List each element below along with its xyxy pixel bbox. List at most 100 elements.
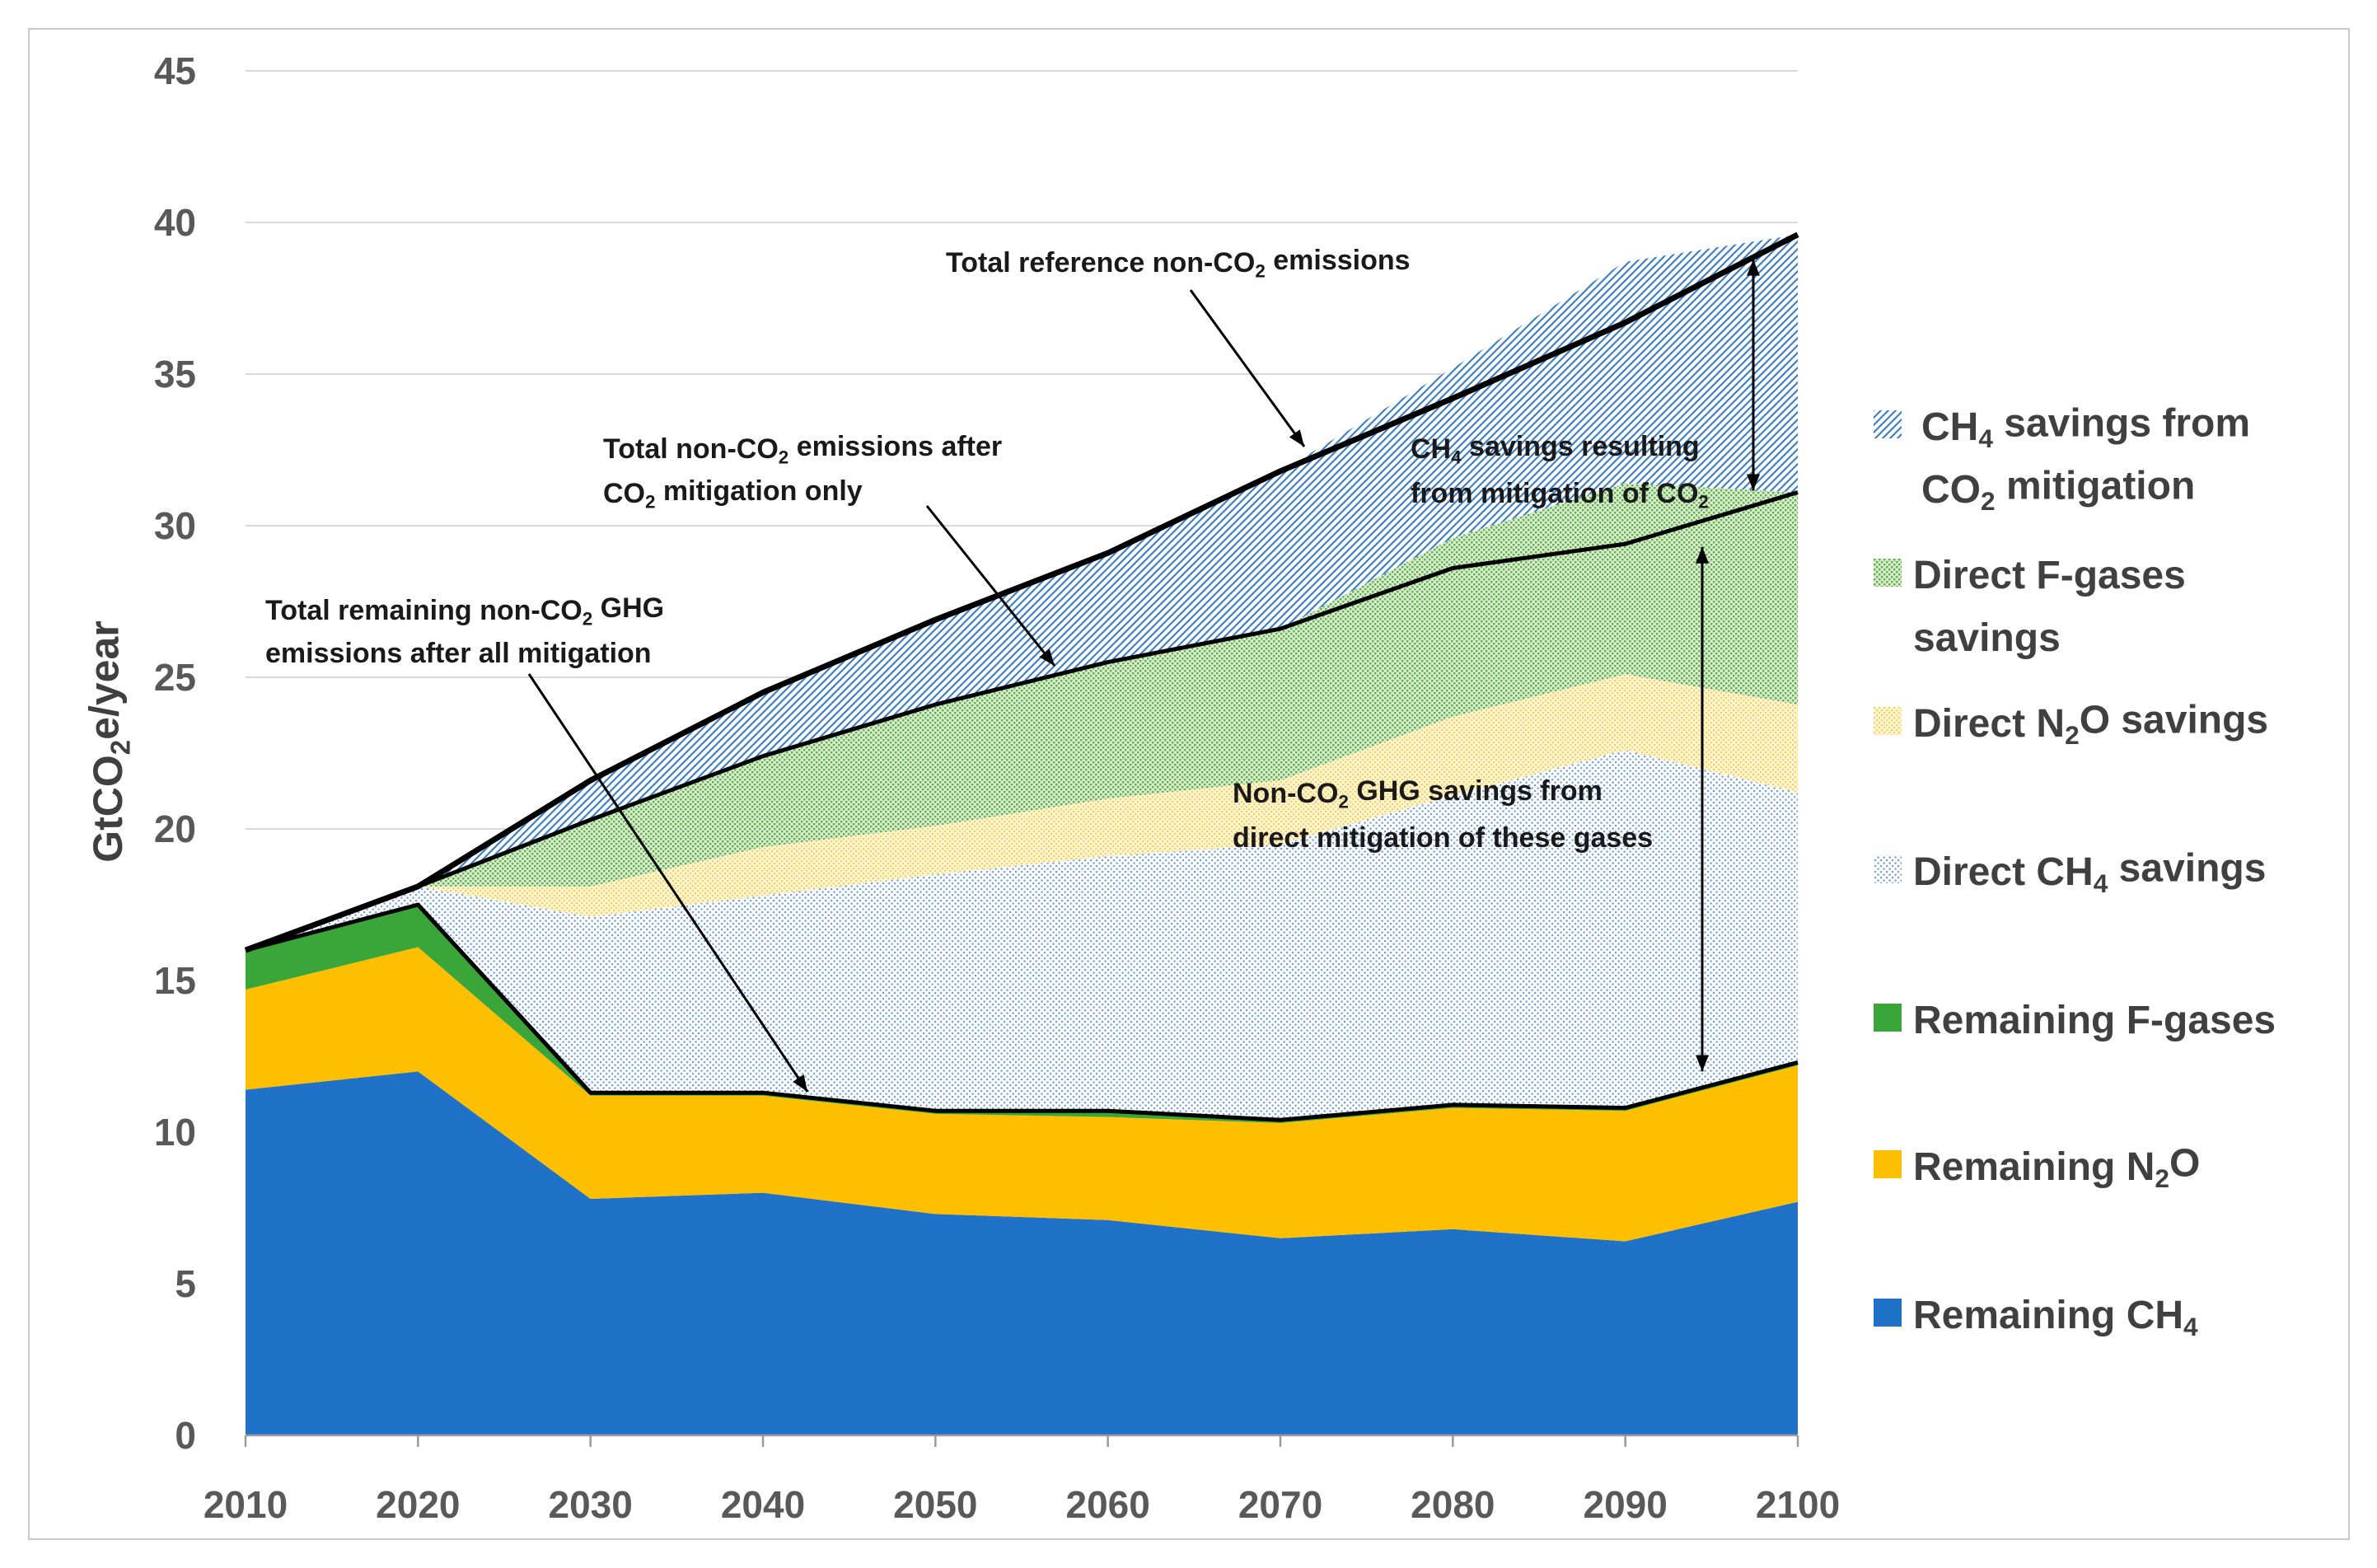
area-remaining-n2o (246, 947, 1798, 1242)
annotation-remaining-seg-2-1: emissions after all mitigation (265, 638, 652, 669)
legend-label-3-seg-1-3: O savings (2080, 698, 2268, 742)
annotation-remaining-seg-1-2: 2 (583, 608, 592, 629)
y-tick-label-40: 40 (154, 201, 196, 244)
annotation-direct-savings-seg-1-1: Non-CO (1233, 778, 1338, 809)
annotation-remaining-seg-1-3: GHG (592, 592, 664, 624)
legend-label-6-seg-1-1: Remaining N (1913, 1145, 2155, 1189)
legend-item-5: Remaining F-gases (1874, 999, 2276, 1042)
y-tick-label-25: 25 (154, 656, 196, 699)
legend-swatch-3 (1874, 707, 1902, 735)
annotation-direct-savings-seg-1-2: 2 (1338, 791, 1348, 812)
legend-label-1-line-1: CH4 savings from (1921, 401, 2250, 452)
legend-label-6-line-1: Remaining N2O (1913, 1141, 2200, 1192)
legend-swatch-2 (1874, 559, 1902, 587)
legend-swatch-6 (1874, 1150, 1902, 1178)
legend-label-7-seg-1-1: Remaining CH (1913, 1294, 2183, 1337)
annotation-direct-savings-seg-2-1: direct mitigation of these gases (1233, 822, 1653, 854)
annotation-remaining-line-1: Total remaining non-CO2 GHG (265, 592, 664, 630)
legend-item-3: Direct N2O savings (1874, 698, 2268, 750)
annotation-reference-seg-1-1: Total reference non-CO (946, 247, 1255, 278)
x-tick-label-2010: 2010 (204, 1483, 288, 1526)
legend-label-4-seg-1-1: Direct CH (1913, 850, 2094, 894)
y-axis-label: GtCO2e/year (81, 620, 135, 863)
legend-item-7: Remaining CH4 (1874, 1294, 2198, 1341)
y-tick-label-45: 45 (154, 49, 196, 92)
legend-label-4-seg-1-3: savings (2108, 846, 2266, 890)
legend-label-4-seg-1-2: 4 (2094, 868, 2108, 898)
annotation-ch4-savings-seg-1-2: 4 (1451, 447, 1462, 467)
line-reference-total (244, 232, 1799, 953)
area-remaining-ch4 (246, 1071, 1798, 1435)
x-tick-label-2090: 2090 (1583, 1483, 1667, 1526)
y-tick-label-35: 35 (154, 353, 196, 396)
y-axis-label-seg-1: GtCO (85, 755, 131, 863)
line-remaining-total (245, 902, 1799, 1122)
annotation-after-co2-seg-1-1: Total non-CO (603, 433, 779, 465)
annotation-after-co2-seg-2-3: mitigation only (655, 475, 862, 507)
annotation-after-co2-seg-1-2: 2 (779, 447, 788, 467)
legend-label-1-seg-1-1: CH (1921, 405, 1978, 449)
x-tick-label-2080: 2080 (1411, 1483, 1495, 1526)
legend-label-6-seg-1-3: O (2169, 1141, 2200, 1185)
legend-label-7-line-1: Remaining CH4 (1913, 1294, 2198, 1341)
axes (244, 1434, 1799, 1447)
legend-item-1: CH4 savings from CO2 mitigation (1874, 401, 2250, 516)
annotation-after-co2-line-2: CO2 mitigation only (603, 475, 863, 513)
legend-label-2-seg-2-1: savings (1913, 616, 2061, 660)
legend-label-3-seg-1-2: 2 (2065, 720, 2080, 750)
arrow-after-co2 (925, 505, 1056, 667)
legend-label-4-line-1: Direct CH4 savings (1913, 846, 2266, 897)
y-axis-label-seg-2: 2 (105, 740, 135, 755)
legend-item-6: Remaining N2O (1874, 1141, 2200, 1193)
x-tick-label-2030: 2030 (548, 1483, 632, 1526)
y-tick-label-15: 15 (154, 959, 196, 1002)
annotation-after-co2-line-1: Total non-CO2 emissions after (603, 431, 1002, 468)
legend-swatch-1 (1874, 410, 1902, 438)
annotation-direct-savings-line-1: Non-CO2 GHG savings from (1233, 775, 1603, 812)
x-tick-labels: 2010 2020 2030 2040 2050 2060 2070 2080 2090 2100 (204, 1483, 1840, 1526)
legend-label-1-seg-1-3: savings from (1993, 401, 2250, 445)
annotation-ch4-savings-seg-1-1: CH (1411, 433, 1451, 465)
annotation-after-co2-seg-2-1: CO (603, 478, 645, 509)
legend-label-1-line-2: CO2 mitigation (1921, 464, 2195, 515)
x-tick-label-2100: 2100 (1756, 1483, 1840, 1526)
legend-item-4: Direct CH4 savings (1874, 846, 2266, 898)
y-axis-label-seg-3: e/year (81, 620, 127, 740)
legend-label-2-line-2: savings (1913, 616, 2061, 660)
y-tick-label-10: 10 (154, 1111, 196, 1154)
annotation-remaining-line-2: emissions after all mitigation (265, 638, 652, 669)
legend-label-1-seg-2-2: 2 (1981, 486, 1996, 516)
y-tick-label-30: 30 (154, 504, 196, 547)
legend-label-1-seg-2-1: CO (1921, 468, 1981, 512)
y-tick-label-5: 5 (175, 1262, 196, 1305)
annotation-reference-line-1: Total reference non-CO2 emissions (946, 245, 1411, 282)
annotation-after-co2-seg-2-2: 2 (645, 491, 655, 512)
y-tick-label-0: 0 (175, 1414, 196, 1457)
x-tick-label-2040: 2040 (721, 1483, 805, 1526)
annotation-after-co2-seg-1-3: emissions after (788, 431, 1002, 462)
arrow-remaining (527, 673, 809, 1093)
annotation-direct-savings-line-2: direct mitigation of these gases (1233, 822, 1653, 854)
y-tick-labels: 0 5 10 15 20 25 30 35 40 45 (154, 49, 196, 1457)
annotation-reference-seg-1-2: 2 (1255, 260, 1265, 281)
annotation-ch4-savings-line-1: CH4 savings resulting (1411, 431, 1700, 468)
annotation-ch4-savings-seg-2-2: 2 (1698, 491, 1708, 512)
annotation-reference-seg-1-3: emissions (1266, 245, 1411, 276)
area-remaining-fgases (246, 905, 1798, 1123)
x-tick-label-2050: 2050 (893, 1483, 977, 1526)
legend-label-5-seg-1-1: Remaining F-gases (1913, 999, 2276, 1042)
legend-label-5-line-1: Remaining F-gases (1913, 999, 2276, 1042)
chart-frame (28, 28, 2350, 1540)
legend-swatch-7 (1874, 1299, 1902, 1327)
legend-swatch-4 (1874, 855, 1902, 883)
x-tick-label-2060: 2060 (1065, 1483, 1149, 1526)
legend-label-2-seg-1-1: Direct F-gases (1913, 554, 2186, 597)
legend-label-1-seg-2-3: mitigation (1996, 464, 2196, 508)
total-lines (244, 232, 1799, 1122)
legend-item-2: Direct F-gases savings (1874, 554, 2186, 660)
line-after-co2-total (245, 490, 1799, 953)
area-direct-fgases-savings (246, 483, 1798, 951)
legend-label-1-seg-1-2: 4 (1978, 424, 1993, 453)
